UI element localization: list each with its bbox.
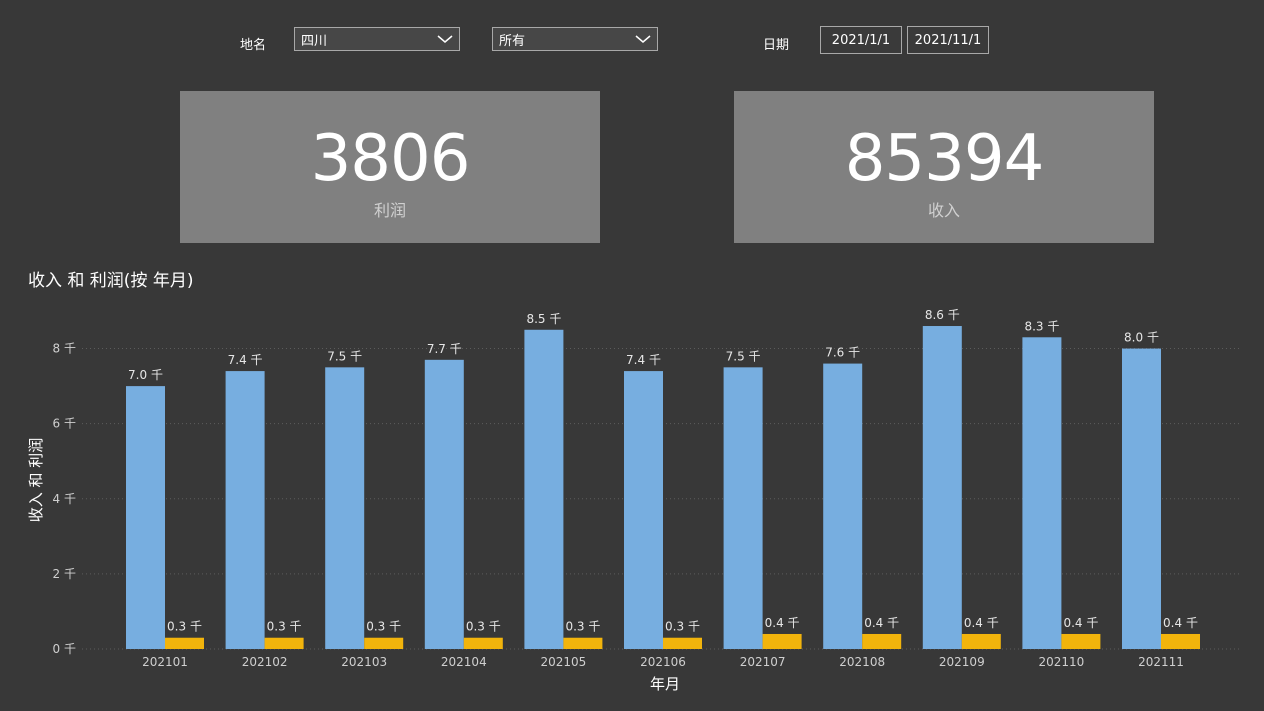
profit-data-label: 0.4 千 (765, 616, 800, 630)
y-tick-label: 2 千 (53, 567, 76, 581)
x-tick-label: 202110 (1038, 655, 1084, 669)
chevron-down-icon (437, 35, 453, 43)
x-tick-label: 202105 (540, 655, 586, 669)
profit-bar (862, 633, 902, 649)
profit-data-label: 0.3 千 (466, 620, 501, 634)
x-tick-label: 202106 (640, 655, 686, 669)
chevron-down-icon (635, 35, 651, 43)
place-dropdown-value: 四川 (301, 33, 328, 49)
chart-title: 收入 和 利润(按 年月) (28, 271, 194, 291)
place-filter-label: 地名 (240, 38, 267, 53)
x-tick-label: 202108 (839, 655, 885, 669)
income-data-label: 8.0 千 (1124, 331, 1159, 345)
category-dropdown-value: 所有 (499, 33, 526, 49)
date-start-input[interactable]: 2021/1/1 (820, 26, 902, 54)
income-card: 85394 收入 (734, 91, 1154, 243)
income-bar (624, 371, 663, 649)
y-tick-label: 4 千 (53, 492, 76, 506)
income-bar (325, 367, 365, 649)
income-data-label: 7.5 千 (327, 349, 362, 363)
income-bar (424, 359, 464, 649)
income-bar (922, 326, 962, 649)
income-data-label: 8.6 千 (925, 308, 960, 322)
profit-data-label: 0.4 千 (1163, 616, 1198, 630)
income-bar (823, 363, 863, 649)
profit-data-label: 0.4 千 (964, 616, 999, 630)
date-end-input[interactable]: 2021/11/1 (907, 26, 989, 54)
income-bar (126, 386, 165, 649)
x-tick-label: 202107 (740, 655, 786, 669)
y-tick-label: 8 千 (53, 342, 76, 356)
place-dropdown[interactable]: 四川 (294, 27, 460, 51)
profit-bar (762, 633, 802, 649)
profit-card: 3806 利润 (180, 91, 600, 243)
profit-label: 利润 (373, 201, 406, 220)
date-filter-label: 日期 (763, 38, 790, 53)
x-axis-title: 年月 (650, 675, 680, 693)
profit-value: 3806 (310, 122, 471, 196)
profit-data-label: 0.3 千 (665, 620, 700, 634)
profit-bar (1061, 633, 1101, 649)
income-data-label: 7.6 千 (825, 346, 860, 360)
x-tick-label: 202109 (939, 655, 985, 669)
y-tick-label: 0 千 (53, 642, 76, 656)
income-bar (225, 371, 265, 649)
x-tick-label: 202103 (341, 655, 387, 669)
income-label: 收入 (927, 201, 960, 220)
profit-data-label: 0.3 千 (366, 620, 401, 634)
profit-bar (1161, 633, 1200, 649)
income-data-label: 7.4 千 (626, 353, 661, 367)
x-tick-label: 202101 (142, 655, 188, 669)
income-data-label: 7.7 千 (427, 342, 462, 356)
profit-data-label: 0.4 千 (1063, 616, 1098, 630)
profit-bar (463, 637, 503, 649)
profit-bar (961, 633, 1001, 649)
income-data-label: 7.0 千 (128, 368, 163, 382)
x-tick-label: 202111 (1138, 655, 1184, 669)
profit-bar (563, 637, 603, 649)
profit-bar (165, 637, 204, 649)
profit-bar (264, 637, 304, 649)
x-tick-label: 202104 (441, 655, 487, 669)
income-bar (1022, 337, 1062, 649)
profit-data-label: 0.3 千 (565, 620, 600, 634)
income-bar (524, 329, 564, 649)
income-bar (723, 367, 763, 649)
category-dropdown[interactable]: 所有 (492, 27, 658, 51)
profit-data-label: 0.3 千 (167, 620, 202, 634)
income-data-label: 7.5 千 (726, 349, 761, 363)
income-data-label: 8.3 千 (1024, 319, 1059, 333)
y-axis-title: 收入 和 利润 (27, 438, 45, 523)
profit-bar (364, 637, 404, 649)
profit-bar (663, 637, 702, 649)
income-data-label: 8.5 千 (526, 312, 561, 326)
profit-data-label: 0.4 千 (864, 616, 899, 630)
x-tick-label: 202102 (242, 655, 288, 669)
income-data-label: 7.4 千 (228, 353, 263, 367)
income-value: 85394 (844, 122, 1045, 196)
income-bar (1122, 348, 1161, 649)
profit-data-label: 0.3 千 (267, 620, 302, 634)
y-tick-label: 6 千 (53, 417, 76, 431)
